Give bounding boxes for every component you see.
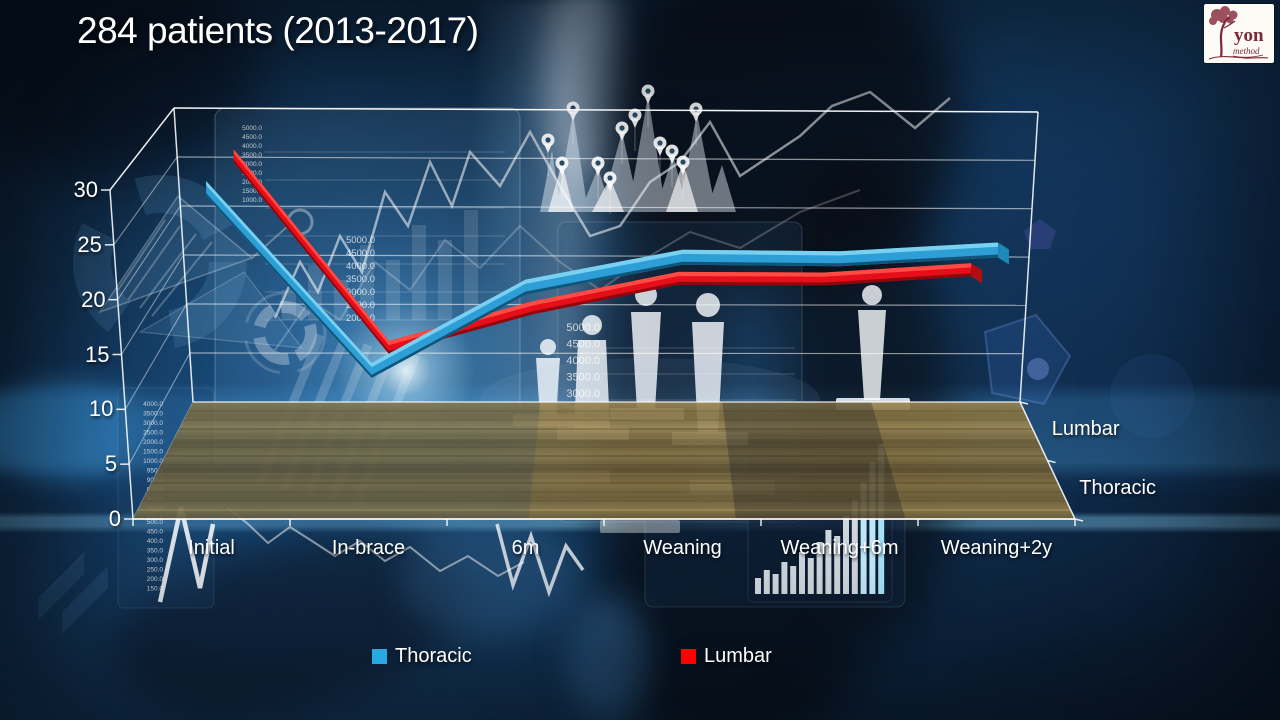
bg-tiny-axis-number: 1000.0 (143, 458, 163, 465)
bg-tiny-axis-number: 4500.0 (346, 248, 375, 259)
legend-swatch-icon (681, 649, 696, 664)
bg-tiny-axis-number: 4500.0 (242, 134, 262, 141)
bg-bokeh (38, 219, 1194, 634)
bg-suit-shape (590, 500, 870, 720)
bg-mini-bar (869, 462, 876, 594)
bg-tiny-axis-number: 4000.0 (566, 355, 600, 367)
bg-map-pin-icon (541, 133, 555, 176)
bg-mini-bar (816, 542, 823, 594)
logo-tree-icon: yon method (1208, 6, 1269, 60)
bg-tiny-axis-number: 5000.0 (566, 322, 600, 334)
logo-brand-text: yon (1234, 25, 1264, 46)
bg-tiny-axis-number: 200.0 (147, 576, 164, 583)
bg-mini-bar (755, 578, 761, 594)
bg-tiny-axis-number: 450.0 (147, 529, 164, 536)
bg-zigzag-lines (157, 506, 585, 603)
bg-tiny-axis-number: 2500.0 (346, 300, 375, 311)
bg-tiny-axis-number: 3500.0 (346, 274, 375, 285)
bg-map-pin-icon (628, 108, 642, 151)
legend-item: Lumbar (681, 645, 772, 668)
bg-tiny-axis-number: 4000.0 (242, 143, 262, 150)
bg-tiny-axis-number: 150.0 (147, 586, 164, 593)
bg-tiny-axis-number: 4000.0 (346, 261, 375, 272)
bg-map-pin-icon (653, 136, 667, 179)
slide-title: 284 patients (2013-2017) (77, 10, 479, 51)
bg-map-pin-icon (603, 171, 617, 214)
chart-frame (101, 107, 1084, 526)
bg-tiny-axis-number: 1500.0 (143, 449, 163, 456)
logo-sub-text: method (1233, 46, 1260, 56)
bg-map-pin-icon (555, 156, 569, 199)
lyon-method-logo: yon method (1204, 4, 1274, 63)
bg-tiny-axis-number: 500.0 (147, 519, 164, 526)
bg-tiny-axis-number: 1000.0 (242, 197, 262, 204)
bg-tiny-axis-number: 5000.0 (242, 125, 262, 132)
bg-hand-glow (400, 520, 580, 640)
bg-map-pin-icon (689, 102, 703, 145)
bg-donut-chart (73, 175, 327, 375)
bg-tiny-axis-number: 350.0 (147, 548, 164, 555)
bg-bottom-streak (568, 595, 648, 720)
bg-mini-bar (825, 530, 832, 594)
bg-tiny-axis-number: 3500.0 (143, 411, 163, 418)
ribbon-end-cap (971, 263, 983, 284)
bg-map-pin-icon (591, 156, 605, 199)
bg-map-pin-icon (641, 84, 655, 127)
bg-map-pin-icon (615, 121, 629, 164)
bg-mini-bar (772, 574, 779, 594)
floor-shadow-overlay (722, 402, 906, 519)
bg-tiny-axis-number: 3500.0 (242, 152, 262, 159)
bg-mini-bar (799, 552, 805, 594)
floor-shadow-overlay (133, 402, 541, 519)
bg-mini-bar (843, 516, 849, 594)
bg-tiny-axis-number: 2500.0 (143, 430, 163, 437)
legend-item: Thoracic (372, 645, 472, 668)
bg-tiny-axis-number: 3500.0 (566, 372, 600, 384)
legend-label: Lumbar (704, 645, 772, 667)
chart-floor-wood (133, 402, 1075, 519)
bg-tiny-axis-number: 950.0 (147, 468, 164, 475)
ribbon-end-cap (997, 242, 1009, 265)
legend-swatch-icon (372, 649, 387, 664)
bg-tiny-axis-number: 3000.0 (242, 161, 262, 168)
bg-tiny-axis-number: 5000.0 (346, 235, 375, 246)
bg-mini-bar (763, 570, 770, 594)
bg-map-pin-icon (566, 101, 580, 144)
bg-tiny-axis-number: 3000.0 (143, 420, 163, 427)
bg-tiny-axis-number: 250.0 (147, 567, 164, 574)
bg-tiny-axis-number: 3000.0 (566, 388, 600, 400)
bg-mini-bar (834, 536, 841, 594)
bg-tiny-axis-number: 1500.0 (242, 188, 262, 195)
bg-tiny-axis-number: 3000.0 (346, 287, 375, 298)
bg-mini-bar (781, 562, 788, 594)
bg-tiny-axis-number: 2000.0 (143, 439, 163, 446)
bg-mini-bar (851, 500, 858, 594)
bg-mini-bar (807, 558, 814, 594)
bg-mini-bar (790, 566, 797, 594)
bg-tiny-axis-number: 4500.0 (566, 339, 600, 351)
legend-label: Thoracic (395, 645, 472, 667)
bg-tiny-axis-number: 300.0 (147, 557, 164, 564)
bg-tiny-axis-number: 400.0 (147, 538, 164, 545)
bg-mini-bar (860, 482, 867, 594)
bg-tiny-axis-number: 4000.0 (143, 401, 163, 408)
